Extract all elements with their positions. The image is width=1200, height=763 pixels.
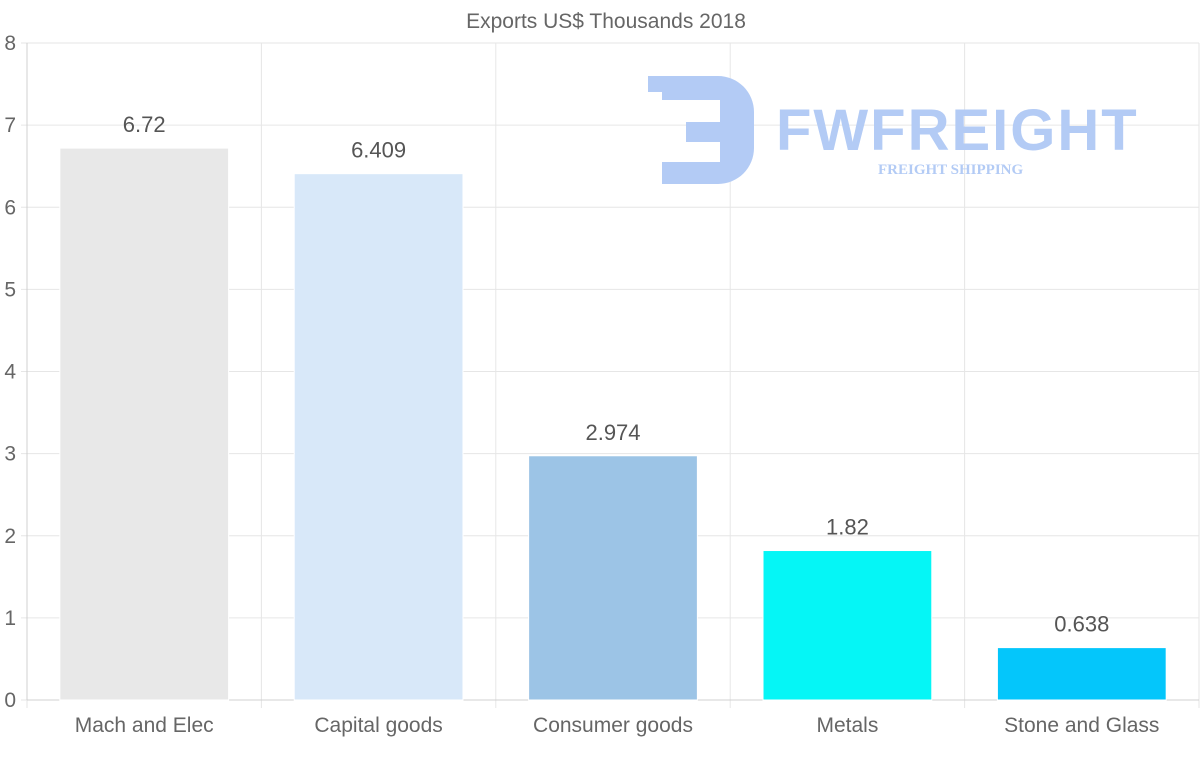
data-label: 0.638 [1054, 612, 1109, 637]
y-tick-label: 4 [4, 361, 16, 384]
bar-stone-and-glass [996, 647, 1167, 701]
chart-title: Exports US$ Thousands 2018 [466, 10, 746, 33]
bar-consumer-goods [528, 455, 698, 701]
logo-mark-icon [648, 76, 754, 184]
y-tick-label: 2 [4, 525, 16, 548]
y-tick-label: 7 [4, 114, 16, 137]
x-tick-label: Metals [816, 714, 878, 737]
data-labels: 6.72 6.409 2.974 1.82 0.638 [123, 112, 1110, 636]
watermark-logo: FWFREIGHT FREIGHT SHIPPING [648, 76, 1139, 184]
y-tick-label: 8 [4, 32, 16, 55]
y-tick-label: 6 [4, 196, 16, 219]
x-tick-label: Consumer goods [533, 714, 693, 737]
bar-metals [762, 550, 933, 701]
x-tick-label: Stone and Glass [1004, 714, 1159, 737]
x-tick-label: Capital goods [314, 714, 442, 737]
watermark-brand: FWFREIGHT [776, 98, 1139, 163]
y-axis: 0 1 2 3 4 5 6 7 8 [4, 32, 16, 712]
data-label: 6.409 [351, 138, 406, 163]
y-tick-label: 1 [4, 607, 16, 630]
bar-mach-and-elec [59, 147, 230, 701]
data-label: 1.82 [826, 515, 869, 540]
data-label: 6.72 [123, 112, 166, 137]
y-tick-label: 3 [4, 443, 16, 466]
bars [59, 147, 1167, 701]
data-label: 2.974 [585, 420, 640, 445]
bar-capital-goods [293, 173, 464, 701]
y-tick-label: 5 [4, 278, 16, 301]
y-tick-label: 0 [4, 689, 16, 712]
watermark-tagline: FREIGHT SHIPPING [878, 162, 1023, 178]
x-axis: Mach and Elec Capital goods Consumer goods… [75, 714, 1160, 737]
x-tick-label: Mach and Elec [75, 714, 214, 737]
